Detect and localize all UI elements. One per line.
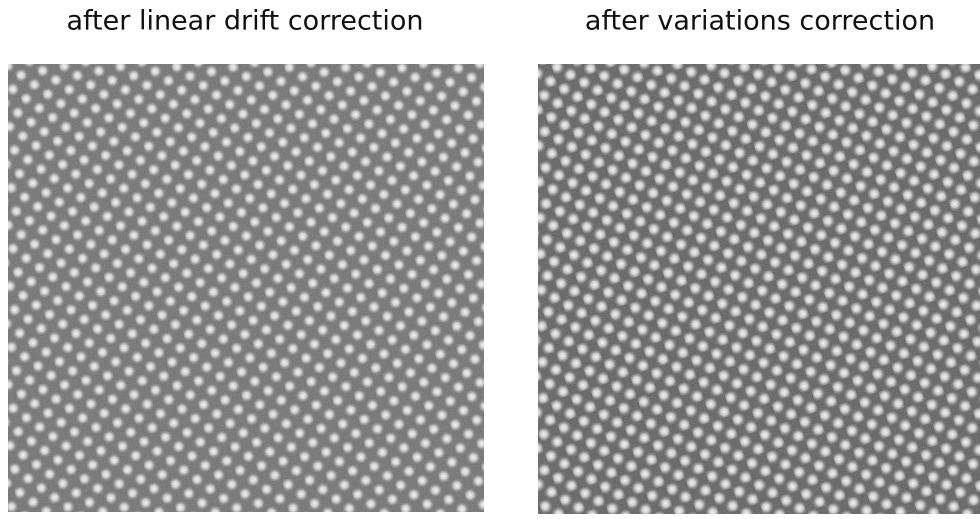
figure: after linear drift correction after vari… [0,0,980,519]
panel-title: after linear drift correction [66,6,423,37]
image-panel [8,64,484,512]
page: after linear drift correction after vari… [0,0,980,519]
panel-title: after variations correction [585,6,935,37]
image-panel [538,64,980,514]
